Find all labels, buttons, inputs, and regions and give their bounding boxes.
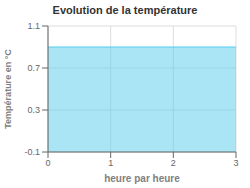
svg-text:1.1: 1.1 [27,21,40,31]
svg-text:1: 1 [108,158,113,168]
svg-text:-0.1: -0.1 [24,147,40,157]
svg-text:heure par heure: heure par heure [104,173,180,184]
svg-text:3: 3 [233,158,238,168]
svg-text:Température en °C: Température en °C [8,49,13,129]
svg-text:0.3: 0.3 [27,105,40,115]
html-text:Evolution de la température: Evolution de la température [52,4,198,16]
svg-text:0.7: 0.7 [27,63,40,73]
svg-text:2: 2 [171,158,176,168]
svg-text:0: 0 [45,158,50,168]
